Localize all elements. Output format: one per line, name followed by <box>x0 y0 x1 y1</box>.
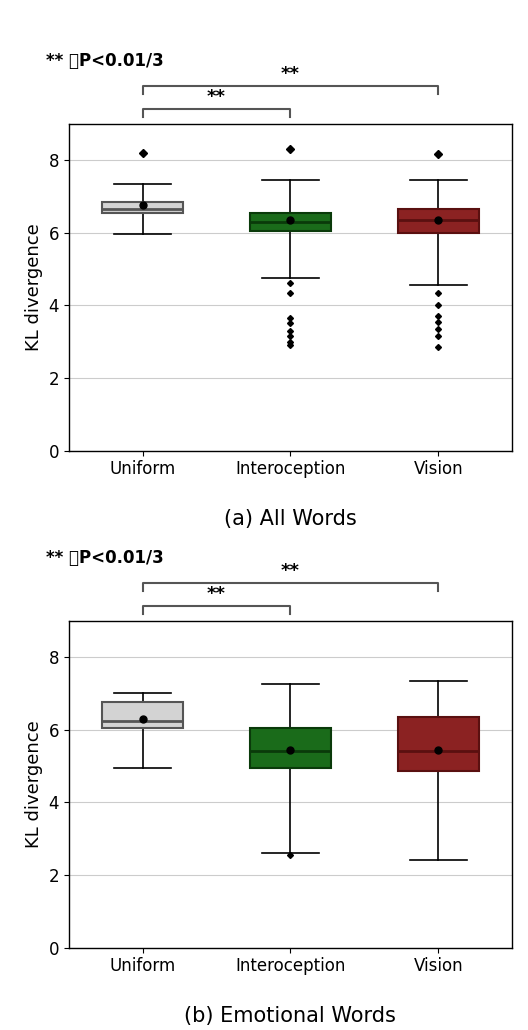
Text: **: ** <box>281 561 300 580</box>
FancyBboxPatch shape <box>398 209 479 233</box>
FancyBboxPatch shape <box>398 717 479 771</box>
Text: ** ：P<0.01/3: ** ：P<0.01/3 <box>46 549 164 566</box>
Text: **: ** <box>207 88 226 106</box>
Text: (b) Emotional Words: (b) Emotional Words <box>184 1006 397 1027</box>
Text: ** ：P<0.01/3: ** ：P<0.01/3 <box>46 52 164 70</box>
Text: **: ** <box>207 585 226 603</box>
FancyBboxPatch shape <box>102 702 183 728</box>
Y-axis label: KL divergence: KL divergence <box>25 720 43 848</box>
FancyBboxPatch shape <box>250 212 331 231</box>
FancyBboxPatch shape <box>250 728 331 767</box>
FancyBboxPatch shape <box>102 202 183 212</box>
Text: **: ** <box>281 65 300 82</box>
Text: (a) All Words: (a) All Words <box>224 510 357 529</box>
Y-axis label: KL divergence: KL divergence <box>25 224 43 351</box>
